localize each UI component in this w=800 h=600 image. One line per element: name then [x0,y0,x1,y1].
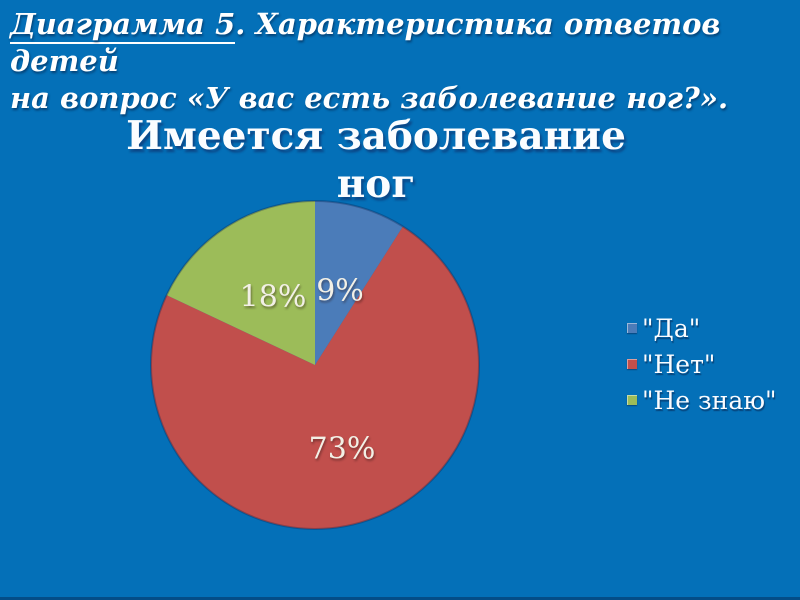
pie-slice [151,226,480,529]
pie-chart-svg [150,200,480,530]
slide-title-line2: на вопрос «У вас есть заболевание ног?». [10,81,729,115]
slide-title-underlined-part: Диаграмма 5 [10,7,236,44]
pie-slice [315,201,403,365]
legend-item-yes: "Да" [627,310,777,346]
pie-chart [149,199,481,531]
legend-marker-yes-icon [627,323,637,333]
legend-marker-dont-know-icon [627,395,637,405]
legend-item-no: "Нет" [627,346,777,382]
legend-label-no: "Нет" [642,349,716,379]
legend-marker-no-icon [627,359,637,369]
slide-bottom-edge [0,597,800,600]
slide-title: Диаграмма 5. Характеристика ответов дете… [10,6,790,117]
slide-title-line1-rest: . Характеристика ответов детей [10,7,721,78]
chart-legend: "Да" "Нет" "Не знаю" [627,310,777,418]
legend-item-dont-know: "Не знаю" [627,382,777,418]
pie-outline [150,200,480,530]
legend-label-dont-know: "Не знаю" [642,385,777,415]
chart-title: Имеется заболевание ног [126,113,626,207]
legend-label-yes: "Да" [642,313,701,343]
pie-slice [166,201,315,365]
